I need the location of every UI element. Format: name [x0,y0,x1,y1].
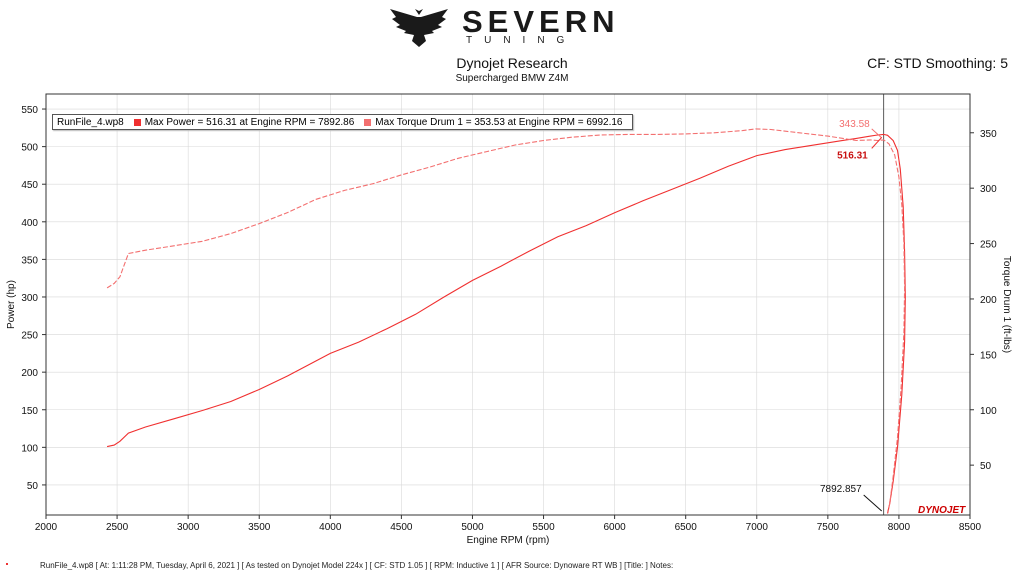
dynojet-logo: DYNOJET [918,505,966,516]
y2-tick-label: 150 [980,350,997,361]
legend-max-torque: Max Torque Drum 1 = 353.53 at Engine RPM… [375,116,623,128]
brand-name: SEVERN [462,4,620,39]
y-tick-label: 100 [21,443,38,454]
y-tick-label: 50 [27,481,39,492]
y2-tick-label: 100 [980,406,997,417]
legend-max-power: Max Power = 516.31 at Engine RPM = 7892.… [144,116,355,128]
y2-tick-label: 200 [980,295,997,306]
cf-smoothing-info: CF: STD Smoothing: 5 [867,55,1008,71]
chart-legend: RunFile_4.wp8 Max Power = 516.31 at Engi… [52,114,634,130]
brand-header: SEVERN TUNING [0,0,1024,52]
y-tick-label: 200 [21,368,38,379]
power-annotation-leader [871,137,883,149]
torque-swatch-icon [364,118,372,126]
x-tick-label: 6500 [675,522,698,533]
y2-tick-label: 250 [980,240,997,251]
chart-title: Dynojet Research [456,55,568,71]
x-tick-label: 4000 [319,522,342,533]
y-tick-label: 550 [21,105,38,116]
y2-tick-label: 350 [980,129,997,140]
x-axis-label: Engine RPM (rpm) [467,535,550,546]
x-tick-label: 3500 [248,522,271,533]
y2-axis-label: Torque Drum 1 (ft-lbs) [1001,256,1012,353]
y-tick-label: 400 [21,218,38,229]
torque-annotation-leader [871,128,883,139]
y-tick-label: 250 [21,331,38,342]
y2-tick-label: 300 [980,184,997,195]
x-tick-label: 8000 [888,522,911,533]
power-swatch-icon [133,118,141,126]
run-info-footer: RunFile_4.wp8 [ At: 1:11:28 PM, Tuesday,… [40,561,674,570]
status-dot-icon [6,563,8,565]
y-tick-label: 300 [21,293,38,304]
y-tick-label: 500 [21,143,38,154]
torque-series-line [106,128,906,512]
y-tick-label: 150 [21,406,38,417]
bird-logo-icon [390,9,448,47]
y-tick-label: 450 [21,180,38,191]
power-annotation-label: 516.31 [837,150,868,161]
x-tick-label: 2000 [35,522,58,533]
x-tick-label: 3000 [177,522,200,533]
chart-subtitle: Supercharged BMW Z4M [455,73,569,84]
x-tick-label: 2500 [106,522,129,533]
x-tick-label: 7500 [817,522,840,533]
y2-tick-label: 50 [980,461,992,472]
brand-tagline: TUNING [466,35,577,46]
y-axis-label: Power (hp) [6,280,17,329]
x-tick-label: 5500 [532,522,555,533]
x-tick-label: 5000 [461,522,484,533]
x-tick-label: 7000 [746,522,769,533]
x-tick-label: 6000 [603,522,626,533]
rpm-annotation-label: 7892.857 [820,484,862,495]
plot-area [45,93,971,516]
x-tick-label: 4500 [390,522,413,533]
power-series-line [106,133,906,514]
rpm-annotation-leader [863,494,883,512]
x-tick-label: 8500 [959,522,982,533]
y-tick-label: 350 [21,255,38,266]
legend-run-file: RunFile_4.wp8 [57,116,124,128]
torque-annotation-label: 343.58 [839,119,870,130]
